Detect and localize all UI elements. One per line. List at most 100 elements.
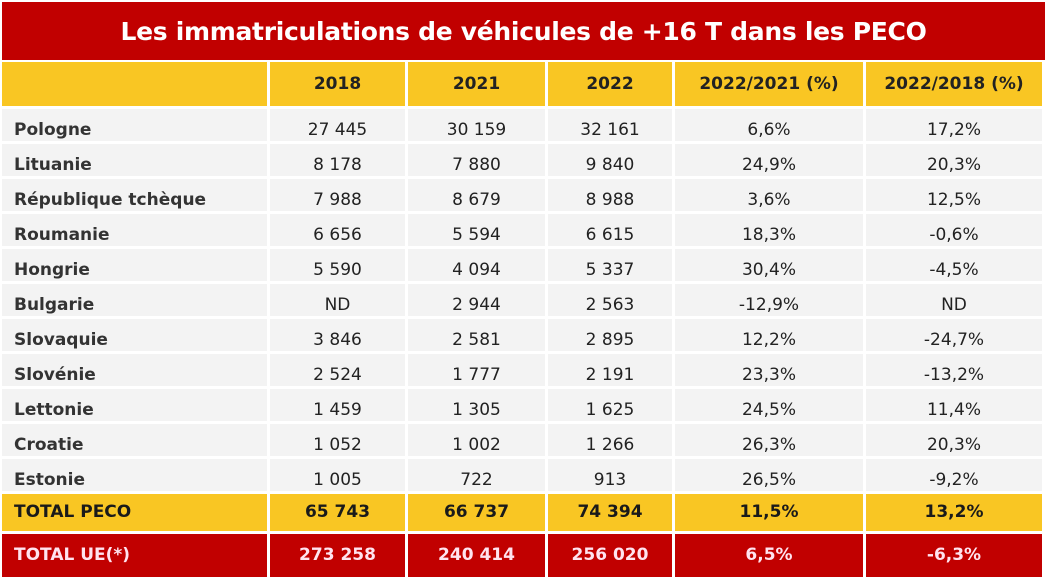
table-cell: 74 394 bbox=[548, 494, 675, 534]
total-ue-row: TOTAL UE(*) 273 258 240 414 256 020 6,5% -6,3… bbox=[2, 534, 1045, 577]
table-cell: 2 581 bbox=[408, 319, 548, 354]
table-row: Bulgarie ND 2 944 2 563 -12,9% ND bbox=[2, 284, 1045, 319]
row-label: Hongrie bbox=[2, 249, 270, 284]
row-label: Slovénie bbox=[2, 354, 270, 389]
total-peco-row: TOTAL PECO 65 743 66 737 74 394 11,5% 13,2% bbox=[2, 494, 1045, 534]
table-cell: 1 625 bbox=[548, 389, 675, 424]
header-row: 2018 2021 2022 2022/2021 (%) 2022/2018 (%) bbox=[2, 62, 1045, 109]
table-cell: 7 880 bbox=[408, 144, 548, 179]
table-cell: 240 414 bbox=[408, 534, 548, 577]
table-cell: 8 178 bbox=[270, 144, 408, 179]
row-label: Lituanie bbox=[2, 144, 270, 179]
table-row: Slovénie 2 524 1 777 2 191 23,3% -13,2% bbox=[2, 354, 1045, 389]
table-row: République tchèque 7 988 8 679 8 988 3,6% 12,… bbox=[2, 179, 1045, 214]
column-header: 2022/2021 (%) bbox=[675, 62, 866, 109]
row-label: République tchèque bbox=[2, 179, 270, 214]
column-header: 2018 bbox=[270, 62, 408, 109]
table-cell: 8 679 bbox=[408, 179, 548, 214]
table-cell: 24,9% bbox=[675, 144, 866, 179]
table-row: Croatie 1 052 1 002 1 266 26,3% 20,3% bbox=[2, 424, 1045, 459]
table-cell: 2 944 bbox=[408, 284, 548, 319]
row-label: TOTAL UE(*) bbox=[2, 534, 270, 577]
table-cell: 273 258 bbox=[270, 534, 408, 577]
row-label: Pologne bbox=[2, 109, 270, 144]
table-cell: 66 737 bbox=[408, 494, 548, 534]
table-cell: 4 094 bbox=[408, 249, 548, 284]
table-cell: 24,5% bbox=[675, 389, 866, 424]
table-row: Hongrie 5 590 4 094 5 337 30,4% -4,5% bbox=[2, 249, 1045, 284]
table-cell: -24,7% bbox=[866, 319, 1045, 354]
row-label: Roumanie bbox=[2, 214, 270, 249]
table-cell: 5 590 bbox=[270, 249, 408, 284]
table-row: Estonie 1 005 722 913 26,5% -9,2% bbox=[2, 459, 1045, 494]
registrations-table: 2018 2021 2022 2022/2021 (%) 2022/2018 (%) P… bbox=[2, 62, 1045, 577]
table-row: Slovaquie 3 846 2 581 2 895 12,2% -24,7% bbox=[2, 319, 1045, 354]
column-header: 2021 bbox=[408, 62, 548, 109]
table-cell: -12,9% bbox=[675, 284, 866, 319]
table-cell: 18,3% bbox=[675, 214, 866, 249]
table-cell: 5 337 bbox=[548, 249, 675, 284]
table-cell: 23,3% bbox=[675, 354, 866, 389]
table-cell: 1 005 bbox=[270, 459, 408, 494]
table-cell: 5 594 bbox=[408, 214, 548, 249]
row-label: Bulgarie bbox=[2, 284, 270, 319]
table-cell: 6,6% bbox=[675, 109, 866, 144]
table-cell: 2 524 bbox=[270, 354, 408, 389]
table-cell: 913 bbox=[548, 459, 675, 494]
table-title: Les immatriculations de véhicules de +16… bbox=[2, 2, 1045, 60]
table-row: Lettonie 1 459 1 305 1 625 24,5% 11,4% bbox=[2, 389, 1045, 424]
table-cell: 20,3% bbox=[866, 144, 1045, 179]
table-cell: 722 bbox=[408, 459, 548, 494]
column-header: 2022 bbox=[548, 62, 675, 109]
table-cell: 1 777 bbox=[408, 354, 548, 389]
table-cell: 7 988 bbox=[270, 179, 408, 214]
table-cell: 2 895 bbox=[548, 319, 675, 354]
table-cell: 2 563 bbox=[548, 284, 675, 319]
table-cell: -9,2% bbox=[866, 459, 1045, 494]
row-label: Slovaquie bbox=[2, 319, 270, 354]
row-label: TOTAL PECO bbox=[2, 494, 270, 534]
row-label: Lettonie bbox=[2, 389, 270, 424]
table-cell: -6,3% bbox=[866, 534, 1045, 577]
table-cell: 9 840 bbox=[548, 144, 675, 179]
table-cell: 13,2% bbox=[866, 494, 1045, 534]
table-cell: 2 191 bbox=[548, 354, 675, 389]
table-cell: 20,3% bbox=[866, 424, 1045, 459]
row-label: Croatie bbox=[2, 424, 270, 459]
table-cell: 1 002 bbox=[408, 424, 548, 459]
table-row: Pologne 27 445 30 159 32 161 6,6% 17,2% bbox=[2, 109, 1045, 144]
table-cell: 17,2% bbox=[866, 109, 1045, 144]
table-cell: ND bbox=[866, 284, 1045, 319]
table-cell: 30 159 bbox=[408, 109, 548, 144]
table-cell: 1 266 bbox=[548, 424, 675, 459]
table-cell: 12,5% bbox=[866, 179, 1045, 214]
table-cell: 30,4% bbox=[675, 249, 866, 284]
table-cell: 12,2% bbox=[675, 319, 866, 354]
table-cell: 32 161 bbox=[548, 109, 675, 144]
table-cell: 11,4% bbox=[866, 389, 1045, 424]
table-cell: 1 305 bbox=[408, 389, 548, 424]
row-label: Estonie bbox=[2, 459, 270, 494]
table-cell: -4,5% bbox=[866, 249, 1045, 284]
table-cell: 65 743 bbox=[270, 494, 408, 534]
table-cell: 27 445 bbox=[270, 109, 408, 144]
table-cell: 26,5% bbox=[675, 459, 866, 494]
table-cell: ND bbox=[270, 284, 408, 319]
table-cell: 256 020 bbox=[548, 534, 675, 577]
table-cell: -0,6% bbox=[866, 214, 1045, 249]
table-cell: 1 052 bbox=[270, 424, 408, 459]
table-cell: 6 656 bbox=[270, 214, 408, 249]
table-cell: 6 615 bbox=[548, 214, 675, 249]
table-cell: 3,6% bbox=[675, 179, 866, 214]
table-cell: 8 988 bbox=[548, 179, 675, 214]
table-cell: 1 459 bbox=[270, 389, 408, 424]
table-cell: 26,3% bbox=[675, 424, 866, 459]
table-cell: 3 846 bbox=[270, 319, 408, 354]
table-row: Roumanie 6 656 5 594 6 615 18,3% -0,6% bbox=[2, 214, 1045, 249]
table-row: Lituanie 8 178 7 880 9 840 24,9% 20,3% bbox=[2, 144, 1045, 179]
table-cell: 6,5% bbox=[675, 534, 866, 577]
header-corner bbox=[2, 62, 270, 109]
column-header: 2022/2018 (%) bbox=[866, 62, 1045, 109]
table-cell: -13,2% bbox=[866, 354, 1045, 389]
table-cell: 11,5% bbox=[675, 494, 866, 534]
